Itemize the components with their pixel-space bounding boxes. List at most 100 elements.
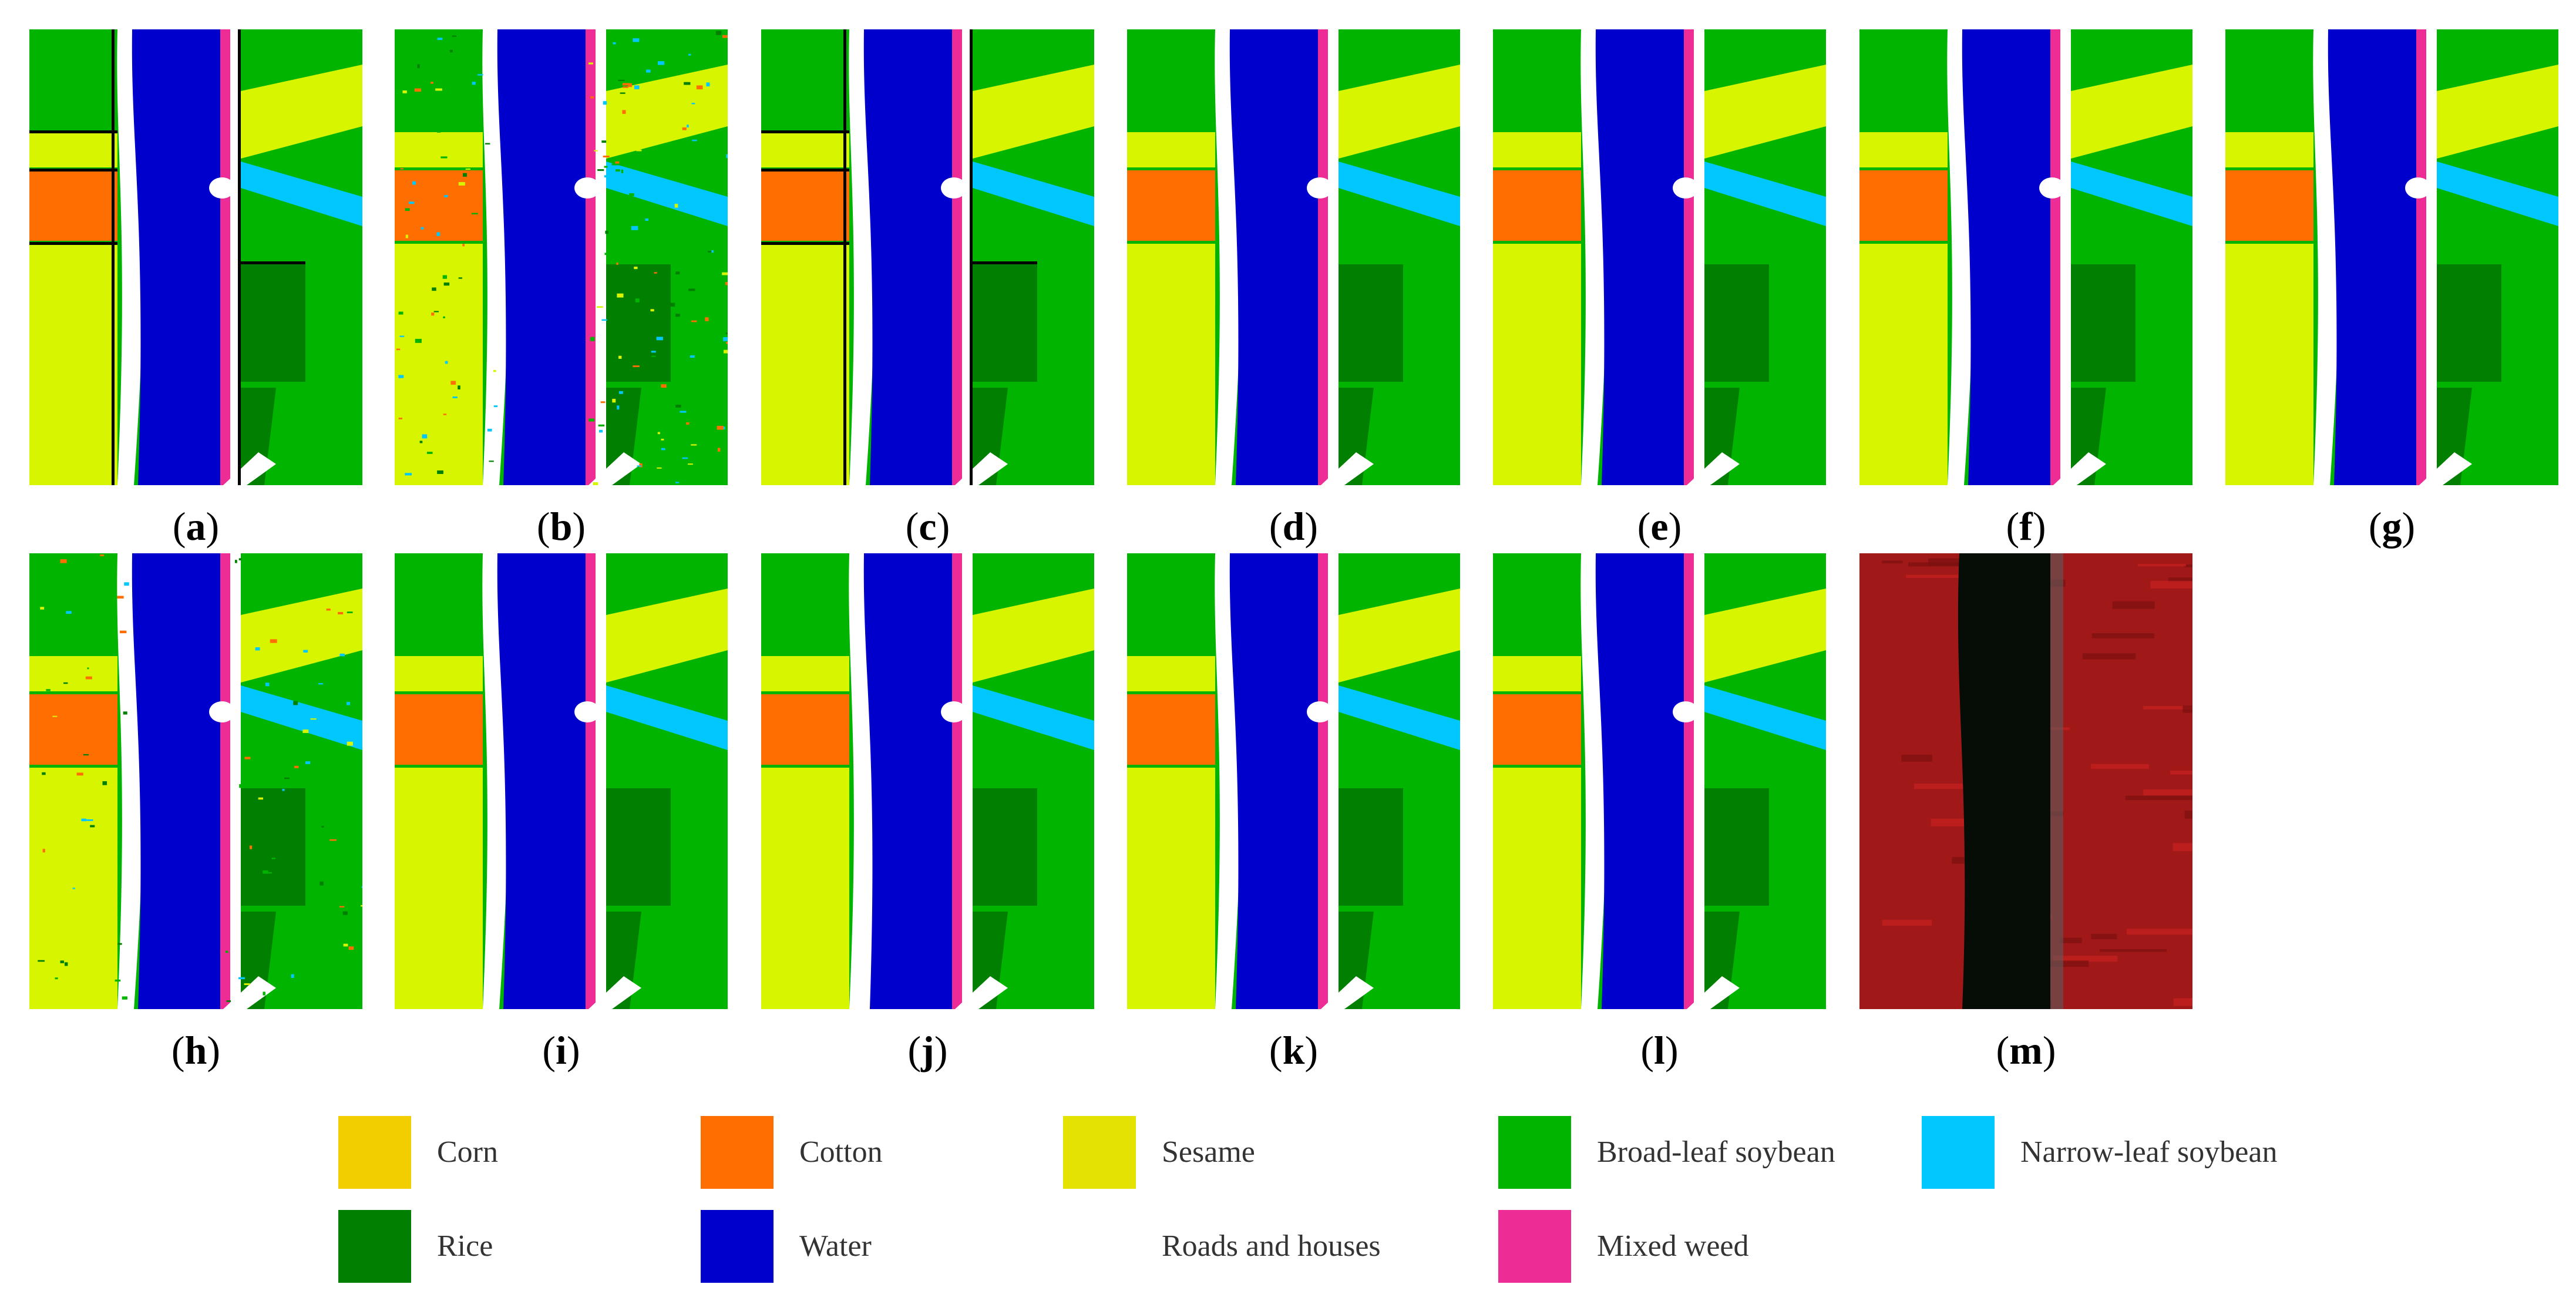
narrow-leaf-field [973, 685, 1094, 750]
noise-pixel [639, 463, 643, 468]
noise-pixel [405, 234, 408, 238]
noise-pixel [360, 905, 362, 907]
noise-pixel [621, 169, 624, 173]
narrow-leaf-field [1704, 162, 1826, 226]
left-sesame-field [395, 244, 483, 485]
panel-label: h [184, 1028, 207, 1073]
legend-label: Cotton [799, 1135, 883, 1169]
left-sesame-field [1493, 768, 1581, 1009]
panel-image-l [1493, 553, 1826, 1009]
noise-pixel [661, 438, 664, 441]
legend-swatch [1922, 1116, 1995, 1189]
panel-caption-b: (b) [536, 504, 586, 549]
noise-pixel [411, 455, 415, 459]
panel-label: c [919, 504, 937, 549]
mixed-weed-strip [949, 29, 962, 485]
water-river [863, 29, 952, 485]
noise-pixel [724, 349, 728, 354]
texture-streak [1901, 754, 1932, 762]
noise-pixel [407, 200, 414, 201]
field-boundary [970, 29, 973, 485]
texture-streak [2091, 764, 2150, 769]
noise-pixel [52, 715, 58, 717]
texture-streak [2150, 580, 2192, 589]
noise-pixel [674, 204, 678, 208]
panel-caption-c: (c) [905, 504, 950, 549]
dark-river [1958, 553, 2050, 1009]
texture-streak [2060, 937, 2082, 943]
rice-field-upper [973, 264, 1037, 382]
rice-field-upper [606, 264, 671, 382]
noise-pixel [318, 683, 324, 685]
noise-pixel [291, 974, 294, 978]
noise-pixel [601, 140, 607, 143]
noise-pixel [63, 682, 68, 684]
water-river [132, 29, 220, 485]
noise-pixel [432, 287, 436, 291]
right-sesame-field [2071, 65, 2192, 159]
noise-pixel [636, 149, 642, 152]
noise-pixel [618, 355, 622, 359]
left-sesame-strip [2225, 132, 2313, 167]
noise-pixel [650, 309, 654, 312]
noise-pixel [691, 444, 697, 446]
left-sesame-strip [1127, 132, 1215, 167]
noise-pixel [651, 351, 656, 353]
panel-c [761, 29, 1094, 485]
right-sesame-field [606, 589, 728, 683]
noise-pixel [605, 230, 608, 234]
house-cluster [574, 701, 600, 722]
field-boundary [761, 169, 849, 172]
noise-pixel [117, 943, 122, 945]
panel-f [1859, 29, 2192, 485]
right-sesame-field [1339, 65, 1460, 159]
noise-pixel [414, 88, 421, 92]
panel-caption-d: (d) [1269, 504, 1319, 549]
noise-pixel [643, 235, 648, 238]
legend-label: Narrow-leaf soybean [2020, 1135, 2278, 1169]
panel-image-a [29, 29, 362, 485]
noise-pixel [408, 201, 415, 204]
water-river [1962, 29, 2050, 485]
narrow-leaf-field [1339, 162, 1460, 226]
noise-pixel [396, 68, 403, 72]
noise-pixel [445, 361, 448, 364]
left-sesame-field [1859, 244, 1948, 485]
texture-streak [2125, 795, 2192, 801]
noise-pixel [604, 253, 611, 256]
narrow-leaf-field [1339, 685, 1460, 750]
legend-swatch [701, 1116, 774, 1189]
noise-pixel [472, 82, 476, 85]
noise-pixel [270, 639, 277, 643]
noise-pixel [405, 208, 410, 211]
right-sesame-field [241, 589, 362, 683]
field-boundary [29, 242, 117, 245]
noise-pixel [406, 305, 411, 309]
noise-pixel [436, 232, 440, 236]
noise-pixel [690, 355, 695, 358]
noise-pixel [302, 729, 309, 733]
noise-pixel [633, 38, 640, 42]
noise-pixel [81, 818, 86, 822]
noise-pixel [437, 470, 443, 474]
noise-pixel [452, 177, 457, 180]
left-sesame-strip [1127, 656, 1215, 691]
house-cluster [209, 177, 235, 199]
noise-pixel [440, 156, 448, 159]
noise-pixel [651, 459, 658, 462]
panel-image-m [1859, 553, 2192, 1009]
noise-pixel [493, 405, 498, 408]
panel-label: d [1282, 504, 1305, 549]
noise-pixel [620, 92, 625, 94]
legend-label: Broad-leaf soybean [1597, 1135, 1835, 1169]
noise-pixel [86, 819, 93, 821]
panel-image-h [29, 553, 362, 1009]
left-broad-leaf-field [29, 553, 117, 653]
mixed-weed-strip [1315, 29, 1328, 485]
noise-pixel [430, 98, 434, 101]
noise-pixel [433, 177, 436, 179]
field-boundary [761, 130, 849, 133]
rice-field-upper [1339, 264, 1403, 382]
noise-pixel [263, 991, 265, 996]
panel-a [29, 29, 362, 485]
